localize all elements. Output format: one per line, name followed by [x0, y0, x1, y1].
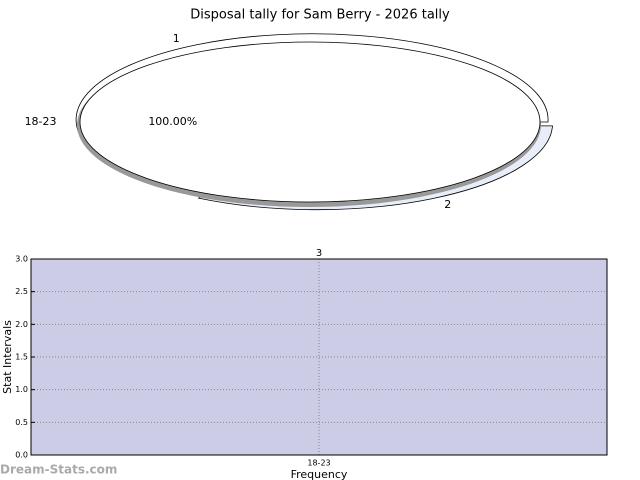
y-axis-label: Stat Intervals — [1, 320, 14, 394]
pie-category-label: 1 — [173, 32, 180, 45]
plot-frame — [30, 258, 608, 456]
y-tick-label: 1.5 — [15, 353, 28, 362]
y-tick-label: 3.0 — [15, 255, 28, 264]
y-tick-label: 0.0 — [15, 451, 28, 460]
y-tick-label: 0.5 — [15, 418, 28, 427]
watermark: Dream-Stats.com — [0, 463, 117, 477]
pie-value-label: 100.00% — [148, 115, 197, 128]
pie-category-label: 18-23 — [25, 115, 57, 128]
bar-value-label: 3 — [316, 248, 322, 259]
y-tick-label: 2.0 — [15, 320, 28, 329]
y-tick-label: 1.0 — [15, 385, 28, 394]
pie-wedge — [79, 41, 541, 203]
pie-category-label: 2 — [444, 198, 451, 211]
chart-title: Disposal tally for Sam Berry - 2026 tall… — [190, 8, 450, 23]
x-tick-label: 18-23 — [307, 459, 330, 468]
y-tick-label: 2.5 — [15, 287, 28, 296]
x-axis-label: Frequency — [291, 468, 348, 480]
